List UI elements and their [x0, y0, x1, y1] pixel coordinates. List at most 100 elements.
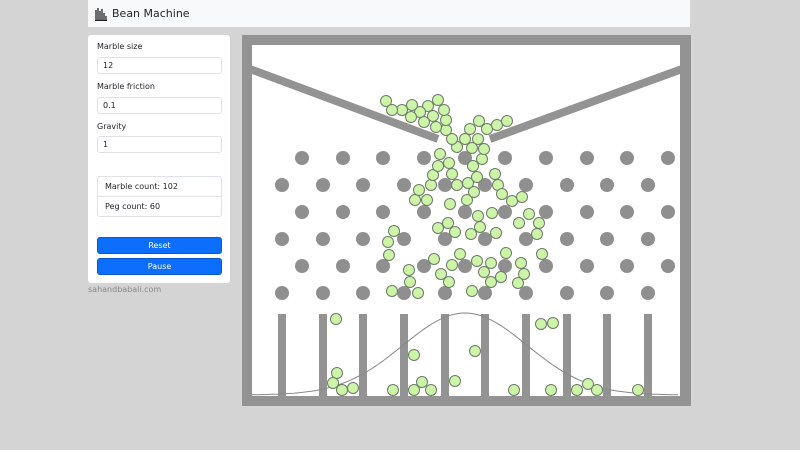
bin-divider	[441, 314, 449, 396]
marble	[464, 123, 476, 135]
marble	[496, 188, 508, 200]
marble	[434, 148, 446, 160]
bin-divider	[278, 314, 286, 396]
peg	[376, 151, 390, 165]
marble	[591, 384, 603, 396]
gravity-input[interactable]	[97, 136, 222, 153]
peg	[661, 205, 675, 219]
peg	[580, 259, 594, 273]
marble-friction-label: Marble friction	[97, 82, 155, 91]
marble	[478, 266, 490, 278]
marble	[513, 217, 525, 229]
peg	[336, 151, 350, 165]
marble	[408, 349, 420, 361]
peg	[376, 259, 390, 273]
peg	[417, 205, 431, 219]
marble	[440, 114, 452, 126]
peg	[458, 205, 472, 219]
peg	[560, 286, 574, 300]
marble	[416, 376, 428, 388]
navbar: Bean Machine	[88, 0, 690, 27]
marble	[467, 160, 479, 172]
marble	[422, 100, 434, 112]
marble	[404, 276, 416, 288]
marble	[440, 124, 452, 136]
marble	[512, 277, 524, 289]
marble	[430, 121, 442, 133]
peg	[600, 232, 614, 246]
marble	[438, 104, 450, 116]
marble	[425, 179, 437, 191]
pause-button[interactable]: Pause	[97, 258, 222, 275]
marble	[413, 184, 425, 196]
marble	[462, 177, 474, 189]
peg	[295, 151, 309, 165]
marble	[396, 104, 408, 116]
marble	[468, 186, 480, 198]
marble	[408, 384, 420, 396]
peg	[620, 205, 634, 219]
funnel-right	[488, 65, 684, 143]
marble	[459, 133, 471, 145]
marble	[336, 384, 348, 396]
marble	[474, 221, 486, 233]
peg	[620, 259, 634, 273]
peg	[519, 178, 533, 192]
marble	[386, 104, 398, 116]
marble	[582, 378, 594, 390]
peg	[478, 178, 492, 192]
marble	[446, 133, 458, 145]
marble	[471, 255, 483, 267]
marble	[500, 247, 512, 259]
peg	[560, 178, 574, 192]
brand[interactable]: Bean Machine	[95, 7, 190, 21]
marble-friction-input[interactable]	[97, 97, 222, 114]
marble	[405, 111, 417, 123]
marble	[478, 143, 490, 155]
marble	[382, 236, 394, 248]
marble	[501, 115, 513, 127]
peg	[316, 232, 330, 246]
marble	[387, 384, 399, 396]
marble	[547, 317, 559, 329]
peg	[275, 232, 289, 246]
gravity-label: Gravity	[97, 122, 127, 131]
reset-button[interactable]: Reset	[97, 237, 222, 254]
marble	[421, 194, 433, 206]
peg	[661, 259, 675, 273]
peg	[620, 151, 634, 165]
marble	[469, 345, 481, 357]
peg	[376, 205, 390, 219]
peg	[295, 259, 309, 273]
marble	[489, 168, 501, 180]
peg	[478, 286, 492, 300]
credit-link[interactable]: sahandbabali.com	[88, 285, 162, 294]
control-panel: Marble size Marble friction Gravity Marb…	[88, 35, 230, 283]
bin-divider	[481, 314, 489, 396]
marble	[533, 217, 545, 229]
marble	[461, 194, 473, 206]
marble	[466, 142, 478, 154]
peg	[498, 205, 512, 219]
marble	[427, 110, 439, 122]
peg	[539, 151, 553, 165]
marble	[485, 257, 497, 269]
marble	[451, 179, 463, 191]
funnel-left	[248, 65, 440, 143]
marble	[472, 210, 484, 222]
marble	[442, 217, 454, 229]
peg	[356, 178, 370, 192]
marble	[443, 276, 455, 288]
marble	[516, 191, 528, 203]
marble-size-input[interactable]	[97, 57, 222, 74]
marble	[515, 257, 527, 269]
marble	[386, 285, 398, 297]
marble	[472, 133, 484, 145]
marble	[632, 384, 644, 396]
marble	[518, 268, 530, 280]
bin-divider	[359, 314, 367, 396]
marble	[476, 153, 488, 165]
marble	[428, 253, 440, 265]
marble	[471, 171, 483, 183]
peg	[498, 151, 512, 165]
